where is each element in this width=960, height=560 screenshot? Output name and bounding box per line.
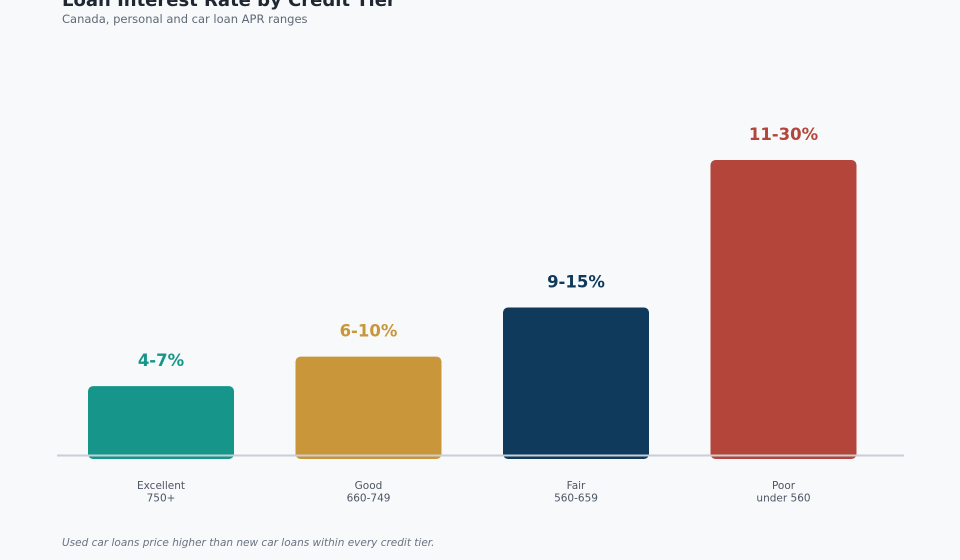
bar-1 [88, 386, 234, 459]
x-tick-label-line: under 560 [756, 493, 810, 505]
bar-value-label: 6-10% [340, 322, 398, 341]
bar-2 [295, 356, 442, 459]
chart-footnote: Used car loans price higher than new car… [62, 537, 435, 549]
bar-value-label: 9-15% [547, 273, 605, 292]
bar-3 [503, 307, 649, 459]
bar-value-label: 4-7% [138, 351, 185, 370]
x-tick-label-line: 750+ [147, 493, 176, 505]
bar-4 [710, 160, 857, 459]
x-tick-label-line: Fair [567, 480, 586, 492]
x-tick-label-line: 660-749 [347, 493, 391, 505]
x-tick-label: Good 660-749 [347, 480, 391, 505]
x-tick-label: Excellent 750+ [137, 480, 185, 505]
chart-title: Loan Interest Rate by Credit Tier [62, 0, 396, 11]
x-tick-label-line: Poor [772, 480, 796, 492]
x-tick-label-line: Excellent [137, 480, 185, 492]
x-tick-label-line: Good [355, 480, 383, 492]
x-tick-label-line: 560-659 [554, 493, 598, 505]
chart-subtitle: Canada, personal and car loan APR ranges [62, 12, 308, 26]
x-tick-label: Fair 560-659 [554, 480, 598, 505]
bar-value-label: 11-30% [749, 125, 819, 144]
x-tick-label: Poor under 560 [756, 480, 810, 505]
